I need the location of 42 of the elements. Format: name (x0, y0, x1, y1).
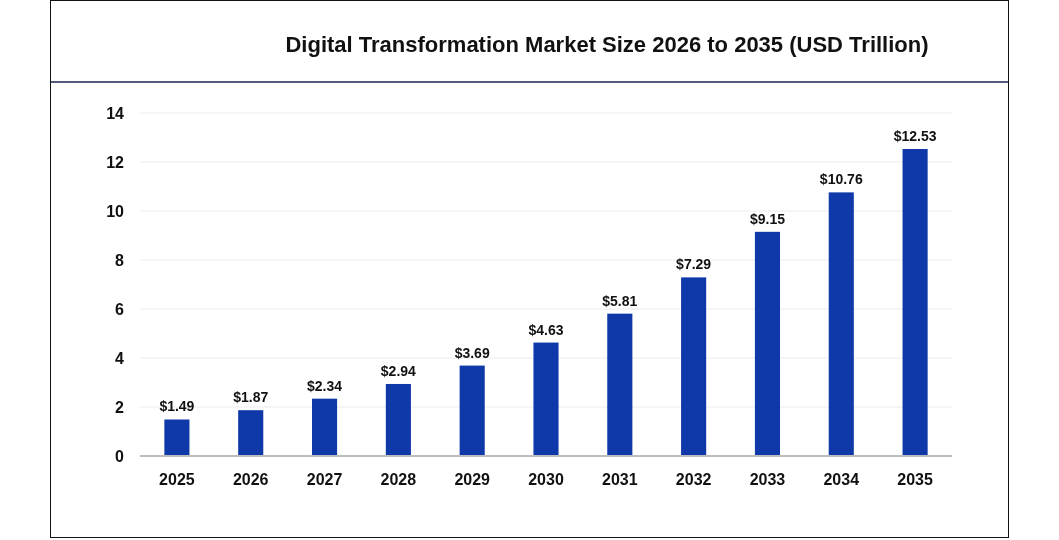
data-label: $5.81 (602, 292, 638, 309)
x-tick-label: 2029 (454, 471, 491, 488)
y-tick-label: 8 (115, 251, 125, 269)
chart-title: Digital Transformation Market Size 2026 to 2035 (USD Trillion) (285, 32, 929, 57)
y-tick-label: 10 (106, 202, 125, 220)
y-tick-label: 12 (106, 153, 125, 171)
x-tick-label: 2026 (232, 471, 269, 488)
bar (459, 365, 485, 456)
data-label: $4.63 (528, 321, 564, 338)
x-tick-label: 2027 (306, 471, 343, 488)
x-tick-label: 2031 (602, 471, 638, 488)
bar (238, 410, 264, 456)
bar (385, 383, 411, 456)
bar (312, 398, 338, 456)
bar (164, 419, 190, 456)
x-tick-label: 2028 (380, 471, 417, 488)
x-tick-label: 2033 (749, 471, 786, 488)
data-label: $1.49 (159, 398, 195, 415)
data-label: $2.34 (307, 377, 343, 394)
data-label: $10.76 (819, 171, 863, 188)
data-label: $7.29 (676, 256, 712, 273)
x-tick-label: 2030 (528, 471, 564, 488)
data-label: $2.94 (380, 362, 417, 379)
data-label: $12.53 (893, 128, 937, 145)
bar (828, 192, 854, 456)
y-tick-label: 14 (106, 104, 125, 122)
data-label: $1.87 (233, 389, 269, 406)
y-tick-label: 6 (115, 300, 125, 318)
bar (533, 342, 559, 456)
x-tick-label: 2035 (897, 471, 933, 488)
data-label: $9.15 (749, 210, 786, 227)
y-tick-label: 2 (115, 398, 125, 416)
data-label: $3.69 (454, 344, 490, 361)
bar (902, 149, 928, 456)
bar (681, 277, 707, 456)
y-tick-label: 0 (115, 447, 125, 465)
x-tick-label: 2034 (823, 471, 860, 488)
bar (754, 231, 780, 456)
x-tick-label: 2025 (159, 471, 195, 488)
y-tick-label: 4 (115, 349, 125, 367)
bar (607, 313, 633, 456)
x-tick-label: 2032 (675, 471, 712, 488)
